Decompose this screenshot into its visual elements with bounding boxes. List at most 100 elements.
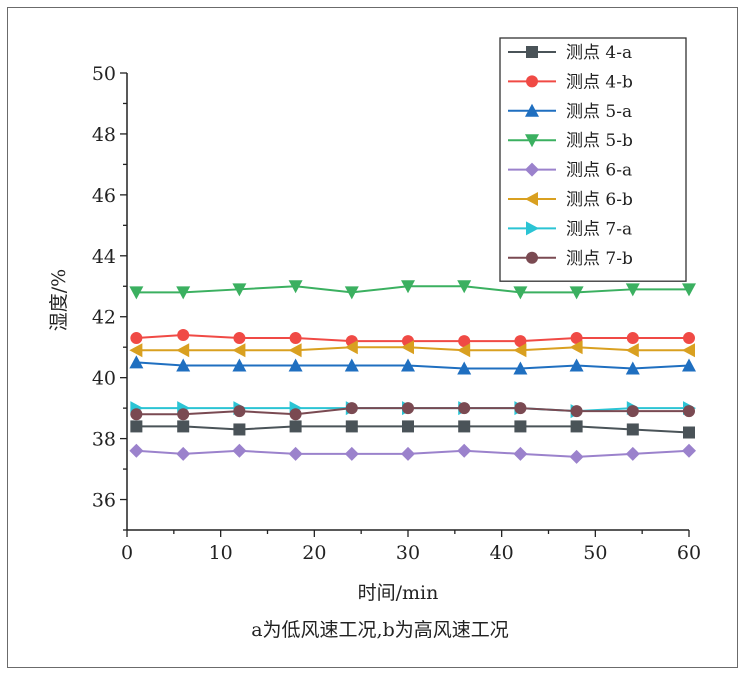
data-point <box>233 332 246 345</box>
series-8 <box>130 402 695 421</box>
data-point <box>344 358 359 372</box>
series-2 <box>130 329 695 348</box>
data-point <box>345 420 358 433</box>
legend-marker <box>525 103 539 117</box>
data-point <box>129 355 144 369</box>
series-6 <box>129 340 695 358</box>
legend-label: 测点 4-a <box>566 43 632 63</box>
data-point <box>682 443 696 458</box>
series-4 <box>129 280 696 300</box>
data-point <box>457 361 472 375</box>
x-tick-label: 10 <box>209 542 233 564</box>
data-point <box>401 446 415 461</box>
data-point <box>289 408 302 421</box>
data-point <box>514 335 527 348</box>
data-point <box>513 446 528 461</box>
data-point <box>626 405 639 418</box>
legend-item: 测点 4-b <box>508 72 633 92</box>
data-point <box>288 446 303 461</box>
legend-marker <box>525 162 539 177</box>
data-point <box>344 340 358 355</box>
data-point <box>569 286 584 300</box>
data-point <box>176 286 191 300</box>
data-point <box>130 420 143 433</box>
data-point <box>569 358 584 372</box>
legend: 测点 4-a 测点 4-b 测点 5-a 测点 5-b 测点 6-a 测点 6-b 测点 7… <box>499 37 687 282</box>
data-point <box>401 340 414 355</box>
y-tick-label: 48 <box>92 124 116 146</box>
data-point <box>288 358 303 372</box>
data-point <box>130 408 143 421</box>
x-tick-label: 0 <box>121 542 133 564</box>
data-point <box>401 358 415 372</box>
x-tick-label: 60 <box>677 542 701 564</box>
data-point <box>402 420 414 433</box>
data-point <box>626 423 639 436</box>
data-point <box>232 343 246 358</box>
data-point <box>402 402 414 415</box>
data-point <box>345 402 358 415</box>
legend-marker <box>525 134 539 148</box>
data-point <box>683 426 695 439</box>
legend-item: 测点 5-a <box>508 102 632 122</box>
data-point <box>232 283 247 297</box>
data-point <box>514 420 527 433</box>
data-point <box>625 446 640 461</box>
series-5 <box>129 443 696 464</box>
data-point <box>233 405 246 418</box>
data-point <box>513 343 527 358</box>
data-point <box>289 420 302 433</box>
y-tick-label: 42 <box>92 307 116 329</box>
data-point <box>177 408 190 421</box>
data-point <box>289 332 302 345</box>
legend-label: 测点 4-b <box>566 72 633 92</box>
legend-label: 测点 5-b <box>566 131 633 151</box>
data-point <box>232 443 247 458</box>
data-point <box>457 443 472 458</box>
legend-item: 测点 5-b <box>508 131 633 151</box>
legend-item: 测点 6-b <box>508 190 633 210</box>
data-point <box>570 332 583 345</box>
data-point <box>682 283 696 297</box>
data-point <box>683 332 695 345</box>
y-tick-label: 40 <box>92 368 116 390</box>
legend-item: 测点 4-a <box>508 43 632 63</box>
legend-label: 测点 7-b <box>566 249 633 269</box>
series-3 <box>129 355 696 375</box>
data-point <box>682 358 696 372</box>
data-point <box>177 420 190 433</box>
x-axis-label: 时间/min <box>358 582 439 604</box>
series-line <box>136 285 689 294</box>
data-point <box>570 405 583 418</box>
legend-marker <box>526 221 539 236</box>
data-point <box>176 358 191 372</box>
y-tick-label: 44 <box>92 246 116 268</box>
legend-item: 测点 6-a <box>508 161 632 181</box>
data-point <box>288 280 303 294</box>
figure-frame <box>7 7 738 668</box>
data-point <box>570 420 583 433</box>
legend-item: 测点 7-b <box>508 249 633 269</box>
plot-area <box>129 280 696 464</box>
legend-label: 测点 5-a <box>566 102 632 122</box>
data-point <box>177 329 190 342</box>
data-point <box>514 402 527 415</box>
axes: 36 38 40 42 44 46 48 50 0 10 20 30 40 50 60 <box>92 63 701 564</box>
legend-marker <box>526 46 538 58</box>
y-tick-label: 50 <box>92 63 116 85</box>
legend-label: 测点 6-b <box>566 190 633 210</box>
data-point <box>232 358 247 372</box>
y-tick-label: 46 <box>92 185 116 207</box>
data-point <box>458 335 471 348</box>
legend-marker <box>525 192 538 206</box>
data-point <box>513 286 528 300</box>
data-point <box>457 280 472 294</box>
data-point <box>344 446 359 461</box>
data-point <box>288 343 302 358</box>
data-point <box>176 343 190 358</box>
legend-marker <box>526 251 538 264</box>
data-point <box>233 423 246 436</box>
x-tick-label: 40 <box>490 542 514 564</box>
data-point <box>129 343 143 358</box>
